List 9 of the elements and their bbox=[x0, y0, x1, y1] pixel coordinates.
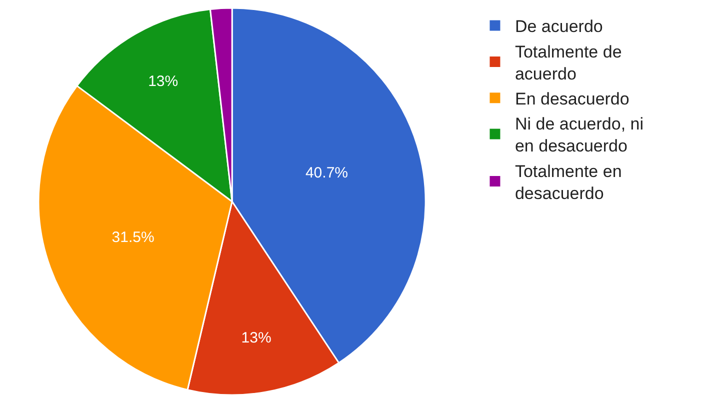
data-label: 31.5% bbox=[112, 229, 154, 246]
data-label: 13% bbox=[241, 329, 272, 346]
legend-label: Totalmente de acuerdo bbox=[514, 42, 622, 84]
data-label: 40.7% bbox=[305, 164, 348, 182]
legend-label: Totalmente en desacuerdo bbox=[514, 162, 622, 203]
data-label: 13% bbox=[148, 72, 178, 90]
legend-label: En desacuerdo bbox=[514, 89, 630, 108]
legend-label: De acuerdo bbox=[514, 17, 603, 36]
legend-label: Ni de acuerdo, ni en desacuerdo bbox=[514, 114, 644, 156]
